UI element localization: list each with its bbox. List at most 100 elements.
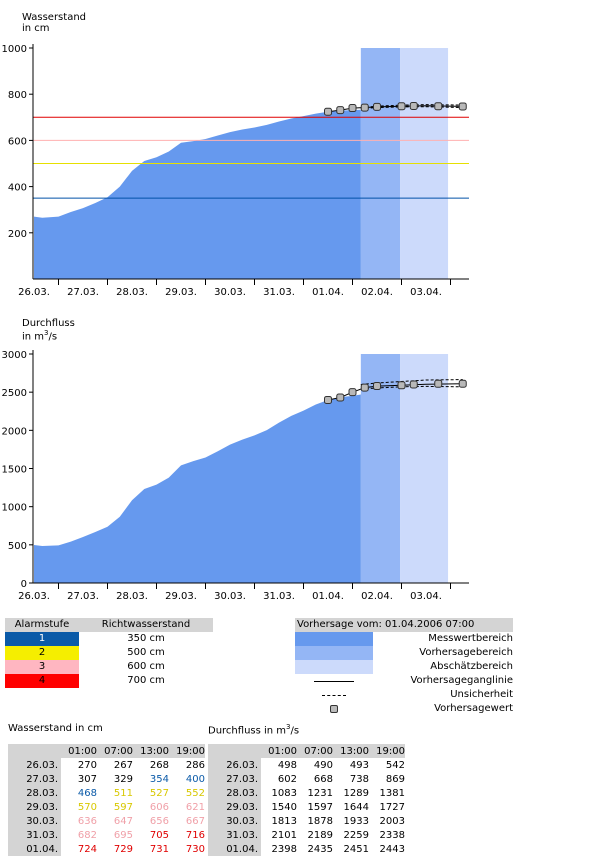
table-d-value-cell: 2003: [379, 815, 405, 827]
chart1-forecast-point-8: [434, 102, 443, 111]
table-d-value-cell: 1381: [379, 787, 405, 799]
alarm-header-level: Alarmstufe: [14, 619, 70, 630]
table-d-value-cell: 1289: [343, 787, 369, 799]
water-level-chart: 200 400 600 800 1000 26.03. 27.03. 28.03. 29.03.…: [2, 44, 469, 298]
discharge-table: 01:00 07:00 13:00 19:00 26.03. 498 490 493 542 27…: [208, 744, 405, 856]
chart2-y-tick-label-1000: 1000: [2, 503, 27, 514]
legend-vorhersagewert: Vorhersagewert: [295, 702, 513, 716]
alarm-legend-header: Alarmstufe Richtwasserstand: [5, 618, 213, 632]
table-d-value-cell: 1540: [271, 801, 297, 813]
table-row: 27.03. 307 329 354 400: [8, 772, 205, 786]
water-level-table: 01:00 07:00 13:00 19:00 26.03. 270 267 268 286 27…: [8, 744, 205, 856]
chart2-y-tick-label-2500: 2500: [2, 388, 27, 399]
alarm-level-4: 4: [5, 674, 79, 688]
table-d-date-cell: 29.03.: [208, 800, 261, 814]
table-w-value-cell: 731: [149, 843, 169, 855]
table-w-title: Wasserstand in cm: [8, 723, 103, 734]
chart2-forecast-point-9: [458, 379, 467, 388]
table-w-col-header: 01:00: [61, 744, 97, 758]
legend-messwert: Messwertbereich: [295, 632, 513, 646]
table-w-value-cell: 527: [149, 787, 169, 799]
table-d-value-cell: 2189: [307, 829, 333, 841]
chart1-y-tick-label-400: 400: [8, 183, 27, 194]
table-w-col-header: 13:00: [133, 744, 169, 758]
table-d-date-cell: 28.03.: [208, 786, 261, 800]
table-row: 30.03. 1813 1878 1933 2003: [208, 814, 405, 828]
legend-vorhersage: Vorhersagebereich: [295, 646, 513, 660]
chart2-forecast-point-6: [397, 381, 406, 390]
table-d-value-cell: 869: [385, 773, 405, 785]
chart1-x-tick-label-5: 30.03.: [214, 287, 246, 298]
vorhersage-swatch: [295, 646, 373, 660]
chart1-y-tick-label-800: 800: [8, 90, 27, 101]
alarm-value-1: 350 cm: [127, 633, 165, 644]
forecast-legend: Vorhersage vom: 01.04.2006 07:00 Messwer…: [295, 618, 513, 716]
chart1-forecast-point-1: [324, 107, 332, 116]
table-row: 30.03. 636 647 656 667: [8, 814, 205, 828]
chart2-y-tick-label-1500: 1500: [2, 465, 27, 476]
abschaetz-swatch: [295, 660, 373, 674]
table-w-value-cell: 468: [77, 787, 97, 799]
table-d-value-cell: 2338: [379, 829, 405, 841]
table-w-value-cell: 667: [185, 815, 205, 827]
legend-messwert-label: Messwertbereich: [428, 633, 513, 644]
chart1-forecast-point-6: [397, 102, 406, 111]
alarm-value-2: 500 cm: [127, 647, 165, 658]
table-d-value-cell: 2443: [379, 843, 405, 855]
table-d-value-cell: 2259: [343, 829, 369, 841]
table-d-title-suffix: /s: [290, 725, 300, 737]
legend-abschaetz-label: Abschätzbereich: [430, 661, 513, 672]
table-w-value-cell: 695: [113, 829, 133, 841]
chart1-forecast-point-5: [373, 102, 381, 111]
chart2-forecast-point-4: [360, 383, 369, 392]
discharge-chart: 0 500 1000 1500 2000 2500 3000 26.03. 27.03. 28.0…: [2, 350, 469, 602]
chart1-forecast-point-3: [348, 104, 357, 113]
table-d-value-cell: 1727: [379, 801, 405, 813]
chart2-y-tick-label-3000: 3000: [2, 350, 27, 361]
alarm-level-1: 1: [5, 632, 79, 646]
chart1-forecast-point-2: [336, 106, 345, 115]
alarm-row-4: 4 700 cm: [5, 674, 213, 688]
table-w-value-cell: 716: [185, 829, 205, 841]
chart1-x-tick-label-3: 28.03.: [116, 287, 148, 298]
chart2-x-tick-label-7: 01.04.: [312, 591, 344, 602]
table-d-title: Durchfluss in m3/s: [208, 723, 299, 736]
table-w-value-cell: 606: [149, 801, 169, 813]
chart2-unit-suffix: /s: [48, 331, 58, 343]
table-d-date-cell: 30.03.: [208, 814, 261, 828]
chart2-unit-prefix: in m: [22, 331, 45, 343]
table-d-value-cell: 738: [349, 773, 369, 785]
chart2-y-tick-label-2000: 2000: [2, 426, 27, 437]
table-d-value-cell: 602: [277, 773, 297, 785]
table-w-col-header: 19:00: [169, 744, 205, 758]
table-d-col-header: 07:00: [297, 744, 333, 758]
table-row: 31.03. 682 695 705 716: [8, 828, 205, 842]
table-d-value-cell: 1813: [271, 815, 297, 827]
table-w-value-cell: 597: [113, 801, 133, 813]
chart2-x-tick-label-3: 28.03.: [116, 591, 148, 602]
table-row: 01.04. 2398 2435 2451 2443: [208, 842, 405, 856]
table-d-col-header: 19:00: [369, 744, 405, 758]
alarm-row-2: 2 500 cm: [5, 646, 213, 660]
chart1-forecast-point-4: [360, 103, 369, 112]
table-w-value-cell: 656: [149, 815, 169, 827]
table-w-date-cell: 29.03.: [8, 800, 61, 814]
table-d-value-cell: 1644: [343, 801, 369, 813]
table-w-value-cell: 267: [113, 759, 133, 771]
chart2-forecast-region: [360, 354, 401, 583]
table-w-value-cell: 286: [185, 759, 205, 771]
chart2-y-tick-label-0: 0: [21, 579, 27, 590]
chart2-x-tick-label-9: 03.04.: [410, 591, 442, 602]
table-d-title-prefix: Durchfluss in m: [208, 725, 287, 737]
vorhersagewert-marker-icon: [330, 705, 338, 713]
table-d-header-row: 01:00 07:00 13:00 19:00: [208, 744, 405, 758]
chart2-title: Durchfluss: [22, 318, 75, 329]
ganglinie-line-icon: [314, 680, 354, 682]
table-d-title-sup: 3: [286, 723, 291, 731]
table-d-value-cell: 1231: [307, 787, 333, 799]
chart2-unit-sup: 3: [44, 329, 49, 337]
alarm-value-3: 600 cm: [127, 661, 165, 672]
chart2-measured-area: [34, 394, 361, 583]
legend-unsicherheit: Unsicherheit: [295, 688, 513, 702]
table-w-value-cell: 682: [77, 829, 97, 841]
